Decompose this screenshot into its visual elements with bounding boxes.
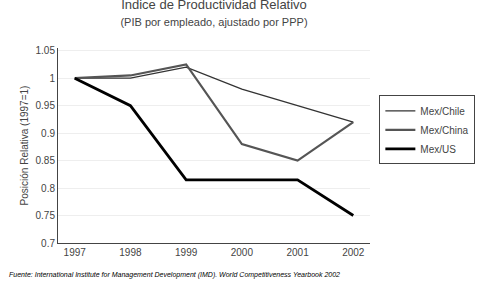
svg-text:Fuente: International Institut: Fuente: International Institute for Mana… bbox=[9, 271, 340, 279]
svg-text:1997: 1997 bbox=[64, 247, 87, 258]
svg-text:2002: 2002 bbox=[342, 247, 365, 258]
svg-text:Índice de Productividad Relati: Índice de Productividad Relativo(PIB por… bbox=[120, 0, 307, 28]
svg-text:Posición Relativa (1997=1): Posición Relativa (1997=1) bbox=[19, 86, 30, 206]
svg-text:1.05: 1.05 bbox=[36, 45, 56, 56]
svg-text:1998: 1998 bbox=[119, 247, 142, 258]
svg-text:1: 1 bbox=[49, 73, 55, 84]
svg-text:2000: 2000 bbox=[231, 247, 254, 258]
svg-text:1999: 1999 bbox=[175, 247, 198, 258]
svg-text:2001: 2001 bbox=[286, 247, 309, 258]
svg-text:0.9: 0.9 bbox=[41, 128, 55, 139]
svg-text:0.75: 0.75 bbox=[36, 210, 56, 221]
svg-text:0.85: 0.85 bbox=[36, 155, 56, 166]
svg-text:Mex/China: Mex/China bbox=[420, 125, 468, 136]
svg-text:0.7: 0.7 bbox=[41, 238, 55, 249]
svg-text:0.95: 0.95 bbox=[36, 100, 56, 111]
svg-text:Mex/Chile: Mex/Chile bbox=[420, 106, 465, 117]
svg-text:0.8: 0.8 bbox=[41, 183, 55, 194]
svg-text:Mex/US: Mex/US bbox=[420, 144, 456, 155]
